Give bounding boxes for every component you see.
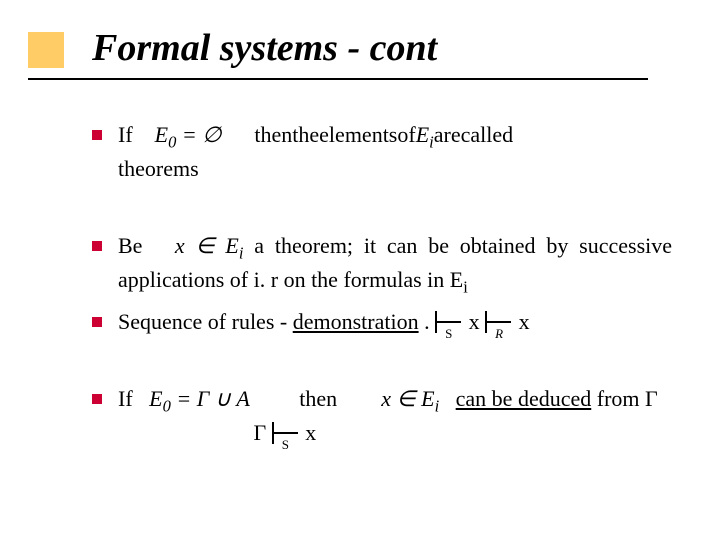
slide-title: Formal systems - cont bbox=[92, 26, 437, 70]
bullet-2-text: Be x ∈ Ei a theorem; it can be obtained … bbox=[118, 231, 672, 298]
b4-e0-E: E bbox=[149, 386, 162, 411]
bullet-icon bbox=[92, 241, 102, 251]
b4-xinei: x ∈ Ei bbox=[381, 386, 439, 411]
b1-the: the bbox=[292, 122, 319, 147]
b4-xin: x ∈ E bbox=[381, 386, 434, 411]
b1-theorems: theorems bbox=[118, 156, 199, 181]
title-underline bbox=[28, 78, 648, 80]
turnstile-icon: S bbox=[435, 313, 463, 331]
bullet-1-text: If E0 = ∅ thentheelementsofEiarecalled t… bbox=[118, 120, 672, 183]
bullet-icon bbox=[92, 317, 102, 327]
b2-xinei: x ∈ Ei bbox=[175, 233, 244, 258]
b2-be: Be bbox=[118, 233, 142, 258]
b1-e0: E0 = ∅ bbox=[155, 122, 222, 147]
b1-if: If bbox=[118, 122, 133, 147]
b3-seq: Sequence of rules - bbox=[118, 309, 293, 334]
b4-x: x bbox=[305, 420, 316, 445]
b2-ei-sub2: i bbox=[463, 277, 468, 296]
spacer bbox=[92, 191, 672, 231]
b2-x: x bbox=[175, 233, 185, 258]
b3-x2: x bbox=[519, 309, 530, 334]
bullet-4: If E0 = Γ ∪ A then x ∈ Ei can be deduced… bbox=[92, 384, 672, 447]
b4-e0-sub: 0 bbox=[163, 397, 171, 416]
b4-cup: ∪ bbox=[209, 386, 236, 411]
turnstile-icon: R bbox=[485, 313, 513, 331]
bullet-3: Sequence of rules - demonstration . S x … bbox=[92, 307, 672, 337]
b1-e0-E: E bbox=[155, 122, 168, 147]
b4-eq: = bbox=[171, 386, 197, 411]
b1-ei: Ei bbox=[416, 122, 434, 147]
b1-of: of bbox=[397, 122, 415, 147]
b4-if: If bbox=[118, 386, 133, 411]
b4-then: then bbox=[299, 386, 337, 411]
b2-in: ∈ bbox=[185, 233, 226, 258]
bullet-2: Be x ∈ Ei a theorem; it can be obtained … bbox=[92, 231, 672, 298]
slide: Formal systems - cont If E0 = ∅ thenthee… bbox=[0, 0, 720, 540]
b4-A: A bbox=[236, 386, 249, 411]
b4-gamma2: Γ bbox=[254, 420, 272, 445]
bullet-icon bbox=[92, 394, 102, 404]
b4-gamma: Γ bbox=[197, 386, 210, 411]
b4-ei-sub: i bbox=[435, 397, 440, 416]
spacer bbox=[92, 344, 672, 384]
b1-elements: elements bbox=[319, 122, 397, 147]
bullet-4-text: If E0 = Γ ∪ A then x ∈ Ei can be deduced… bbox=[118, 384, 672, 447]
b1-eq: = bbox=[176, 122, 202, 147]
turnstile-sub-s: S bbox=[445, 325, 452, 343]
b2-ei-E: E bbox=[225, 233, 238, 258]
turnstile-icon: S bbox=[272, 424, 300, 442]
b2-ei-sub: i bbox=[239, 244, 244, 263]
b1-ei-E: E bbox=[416, 122, 429, 147]
turnstile-sub-s2: S bbox=[282, 436, 289, 454]
bullet-3-text: Sequence of rules - demonstration . S x … bbox=[118, 307, 672, 337]
accent-block bbox=[28, 32, 64, 68]
b4-e0expr: E0 = Γ ∪ A bbox=[149, 386, 250, 411]
bullet-1: If E0 = ∅ thentheelementsofEiarecalled t… bbox=[92, 120, 672, 183]
b1-then: then bbox=[254, 122, 292, 147]
b4-deduced: can be deduced bbox=[456, 386, 592, 411]
turnstile-sub-r: R bbox=[495, 325, 503, 343]
b1-are: are bbox=[434, 122, 461, 147]
b4-from: from Γ bbox=[591, 386, 657, 411]
b1-called: called bbox=[461, 122, 514, 147]
b3-demo: demonstration bbox=[293, 309, 419, 334]
b1-empty: ∅ bbox=[202, 122, 221, 147]
b3-dot: . bbox=[419, 309, 436, 334]
content-area: If E0 = ∅ thentheelementsofEiarecalled t… bbox=[92, 120, 672, 456]
b3-x1: x bbox=[469, 309, 486, 334]
bullet-icon bbox=[92, 130, 102, 140]
